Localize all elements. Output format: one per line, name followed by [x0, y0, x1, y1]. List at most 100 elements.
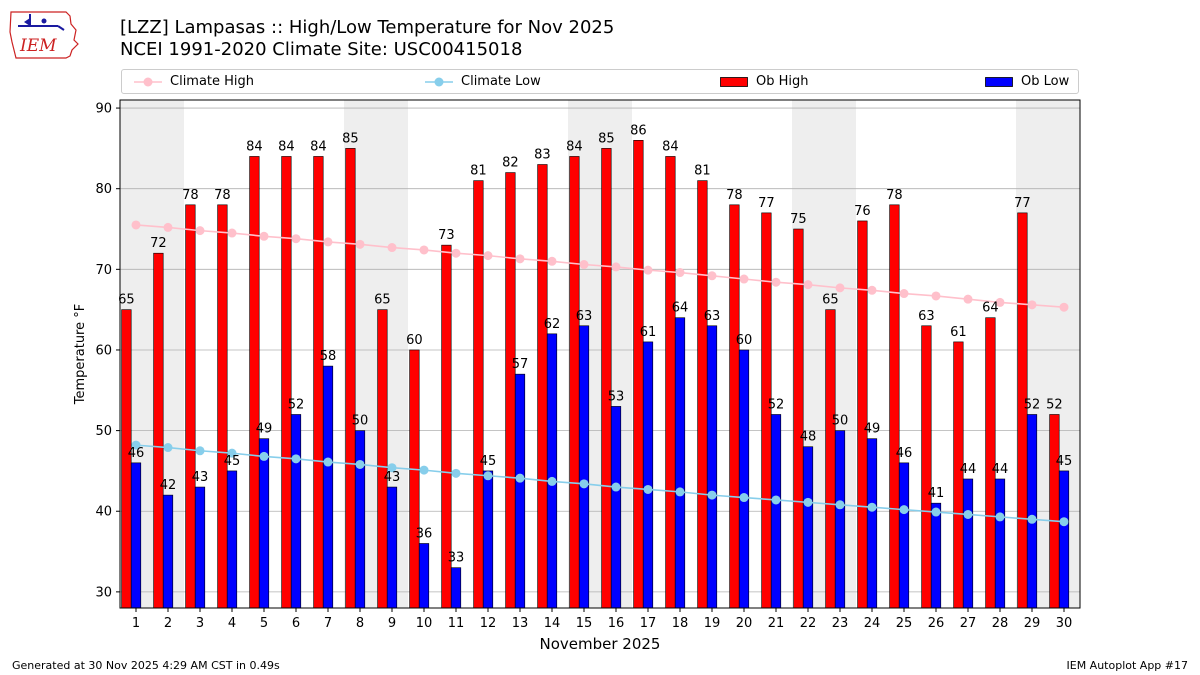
- ob-high-label: 78: [726, 188, 743, 203]
- ob-high-label: 77: [1014, 196, 1031, 211]
- x-tick-label: 8: [356, 616, 364, 631]
- climate-low-point: [707, 490, 717, 500]
- ob-low-label: 45: [224, 454, 241, 469]
- ob-low-label: 45: [480, 454, 497, 469]
- ob-low-bar: [866, 438, 878, 609]
- climate-high-point: [131, 220, 141, 230]
- x-tick-label: 13: [512, 616, 529, 631]
- climate-low-point: [1027, 514, 1037, 524]
- climate-high-point: [707, 271, 717, 281]
- ob-low-bar: [194, 486, 206, 609]
- footer-generated: Generated at 30 Nov 2025 4:29 AM CST in …: [12, 659, 280, 672]
- x-axis-label: November 2025: [540, 635, 661, 653]
- y-tick-label: 30: [95, 585, 112, 600]
- climate-high-point: [675, 268, 685, 278]
- climate-high-point: [771, 277, 781, 287]
- climate-low-point: [867, 502, 877, 512]
- ob-high-bar: [633, 140, 644, 609]
- ob-high-label: 84: [566, 139, 583, 154]
- climate-low-point: [483, 471, 493, 481]
- ob-high-label: 73: [438, 228, 455, 243]
- ob-low-bar: [642, 341, 654, 609]
- ob-high-label: 83: [534, 148, 551, 163]
- chart-title: [LZZ] Lampasas :: High/Low Temperature f…: [120, 17, 615, 38]
- ob-low-label: 64: [672, 301, 689, 316]
- climate-low-point: [547, 476, 557, 486]
- climate-high-point: [323, 237, 333, 247]
- ob-low-bar: [290, 414, 302, 609]
- ob-high-swatch-icon: [720, 76, 748, 87]
- ob-low-label: 63: [704, 309, 721, 324]
- legend-item-ob-high: Ob High: [720, 70, 809, 93]
- chart-subtitle: NCEI 1991-2020 Climate Site: USC00415018: [120, 39, 523, 60]
- ob-high-label: 84: [310, 139, 327, 154]
- ob-high-label: 76: [854, 204, 871, 219]
- ob-high-bar: [505, 172, 516, 609]
- ob-high-label: 81: [694, 164, 711, 179]
- climate-high-line-icon: [134, 77, 162, 86]
- ob-low-label: 58: [320, 349, 337, 364]
- ob-high-label: 64: [982, 301, 999, 316]
- ob-low-bar: [898, 462, 910, 609]
- ob-low-label: 57: [512, 357, 529, 372]
- x-tick-label: 22: [800, 616, 817, 631]
- ob-low-label: 43: [384, 470, 401, 485]
- climate-high-point: [483, 251, 493, 261]
- climate-low-point: [419, 465, 429, 475]
- ob-high-bar: [889, 204, 900, 609]
- ob-high-bar: [217, 204, 228, 609]
- x-tick-label: 25: [896, 616, 913, 631]
- ob-low-bar: [930, 502, 942, 609]
- climate-high-point: [355, 239, 365, 249]
- ob-low-bar: [482, 470, 494, 609]
- climate-high-point: [995, 297, 1005, 307]
- x-tick-label: 17: [640, 616, 657, 631]
- iem-logo: IEM: [9, 11, 79, 59]
- ob-low-bar: [418, 543, 430, 609]
- x-tick-label: 12: [480, 616, 497, 631]
- climate-high-point: [963, 294, 973, 304]
- ob-low-label: 52: [1024, 397, 1041, 412]
- ob-low-bar: [674, 317, 686, 609]
- ob-high-bar: [825, 309, 836, 609]
- climate-high-point: [611, 262, 621, 272]
- ob-low-label: 52: [768, 397, 785, 412]
- ob-high-bar: [249, 156, 260, 609]
- ob-low-label: 44: [960, 462, 977, 477]
- y-tick-label: 50: [95, 424, 112, 439]
- ob-high-label: 78: [886, 188, 903, 203]
- ob-high-label: 86: [630, 123, 647, 138]
- x-tick-label: 9: [388, 616, 396, 631]
- x-tick-label: 18: [672, 616, 689, 631]
- ob-high-label: 84: [246, 139, 263, 154]
- ob-high-bar: [665, 156, 676, 609]
- ob-low-bar: [514, 373, 526, 609]
- ob-low-label: 61: [640, 325, 657, 340]
- ob-high-label: 65: [374, 293, 391, 308]
- climate-high-point: [931, 291, 941, 301]
- ob-high-bar: [473, 180, 484, 609]
- climate-low-point: [579, 479, 589, 489]
- ob-low-label: 49: [864, 422, 881, 437]
- climate-low-point: [835, 500, 845, 510]
- climate-high-point: [867, 285, 877, 295]
- legend-label-climate-high: Climate High: [170, 74, 255, 89]
- ob-high-bar: [1049, 414, 1060, 609]
- x-tick-label: 20: [736, 616, 753, 631]
- x-tick-label: 23: [832, 616, 849, 631]
- ob-high-bar: [793, 228, 804, 609]
- x-tick-label: 10: [416, 616, 433, 631]
- climate-low-point: [259, 451, 269, 461]
- ob-low-bar: [1058, 470, 1070, 609]
- ob-high-bar: [921, 325, 932, 609]
- y-tick-label: 90: [95, 102, 112, 117]
- ob-high-bar: [313, 156, 324, 609]
- climate-low-point: [771, 495, 781, 505]
- ob-high-label: 78: [214, 188, 231, 203]
- climate-low-point: [291, 454, 301, 464]
- legend-label-ob-high: Ob High: [756, 74, 809, 89]
- ob-low-bar: [354, 430, 366, 609]
- ob-low-bar: [962, 478, 974, 609]
- x-tick-label: 26: [928, 616, 945, 631]
- climate-low-line-icon: [425, 77, 453, 86]
